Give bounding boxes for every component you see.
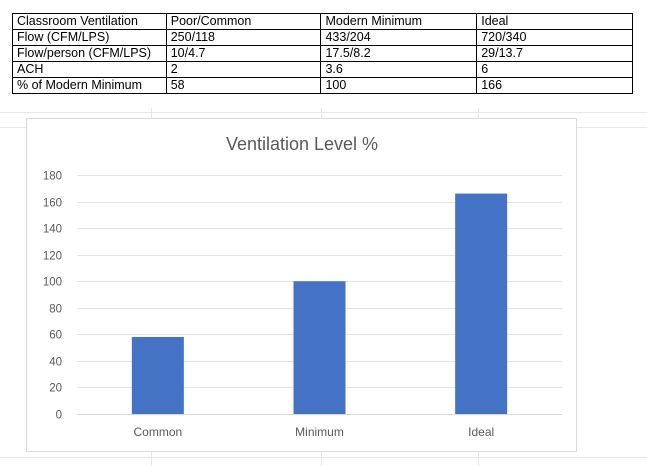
table-cell[interactable]: 100 <box>320 77 478 94</box>
table-header-cell[interactable]: Ideal <box>476 13 633 30</box>
y-tick-label: 60 <box>49 330 62 342</box>
table-cell[interactable]: 166 <box>476 77 633 94</box>
bar-minimum[interactable] <box>293 281 346 414</box>
y-tick-label: 180 <box>43 171 62 183</box>
table-cell[interactable]: 58 <box>165 77 322 94</box>
table-cell[interactable]: 3.6 <box>320 61 478 78</box>
x-tick-label: Minimum <box>295 425 344 439</box>
table-cell[interactable]: 29/13.7 <box>476 45 633 62</box>
table-cell[interactable]: 2 <box>165 61 322 78</box>
table-header-cell[interactable]: Classroom Ventilation <box>12 13 167 30</box>
bar-common[interactable] <box>131 336 184 414</box>
y-tick-label: 160 <box>43 198 62 210</box>
table-row: ACH 2 3.6 6 <box>12 61 633 78</box>
table-header-cell[interactable]: Poor/Common <box>165 13 322 30</box>
table-cell[interactable]: % of Modern Minimum <box>12 77 167 94</box>
table-row: Flow/person (CFM/LPS) 10/4.7 17.5/8.2 29… <box>12 45 633 62</box>
y-tick-label: 140 <box>43 224 62 236</box>
table-cell[interactable]: ACH <box>12 61 167 78</box>
x-tick-label: Ideal <box>468 425 494 439</box>
y-tick-label: 20 <box>49 383 62 395</box>
table-cell[interactable]: 10/4.7 <box>165 45 322 62</box>
table-header-cell[interactable]: Modern Minimum <box>320 13 478 30</box>
y-tick-label: 0 <box>56 410 62 422</box>
table-row: Flow (CFM/LPS) 250/118 433/204 720/340 <box>12 29 633 46</box>
y-tick-label: 40 <box>49 357 62 369</box>
bar-ideal[interactable] <box>455 193 508 414</box>
table-cell[interactable]: 720/340 <box>476 29 633 46</box>
y-tick-label: 120 <box>43 251 62 263</box>
table-cell[interactable]: 6 <box>476 61 633 78</box>
x-tick-label: Common <box>133 425 182 439</box>
y-tick-label: 100 <box>43 277 62 289</box>
ventilation-chart[interactable]: Ventilation Level % 0 20 40 60 80 100 120 140 16… <box>26 118 577 452</box>
y-tick-label: 80 <box>49 304 62 316</box>
ventilation-table: Classroom Ventilation Poor/Common Modern… <box>12 13 633 94</box>
table-cell[interactable]: 433/204 <box>320 29 478 46</box>
chart-canvas: Ventilation Level % 0 20 40 60 80 100 120 140 16… <box>43 134 562 439</box>
table-cell[interactable]: Flow/person (CFM/LPS) <box>12 45 167 62</box>
table-cell[interactable]: 250/118 <box>165 29 322 46</box>
table-cell[interactable]: 17.5/8.2 <box>320 45 478 62</box>
chart-title: Ventilation Level % <box>226 134 378 154</box>
table-cell[interactable]: Flow (CFM/LPS) <box>12 29 167 46</box>
table-header-row: Classroom Ventilation Poor/Common Modern… <box>12 13 633 30</box>
table-row: % of Modern Minimum 58 100 166 <box>12 77 633 94</box>
